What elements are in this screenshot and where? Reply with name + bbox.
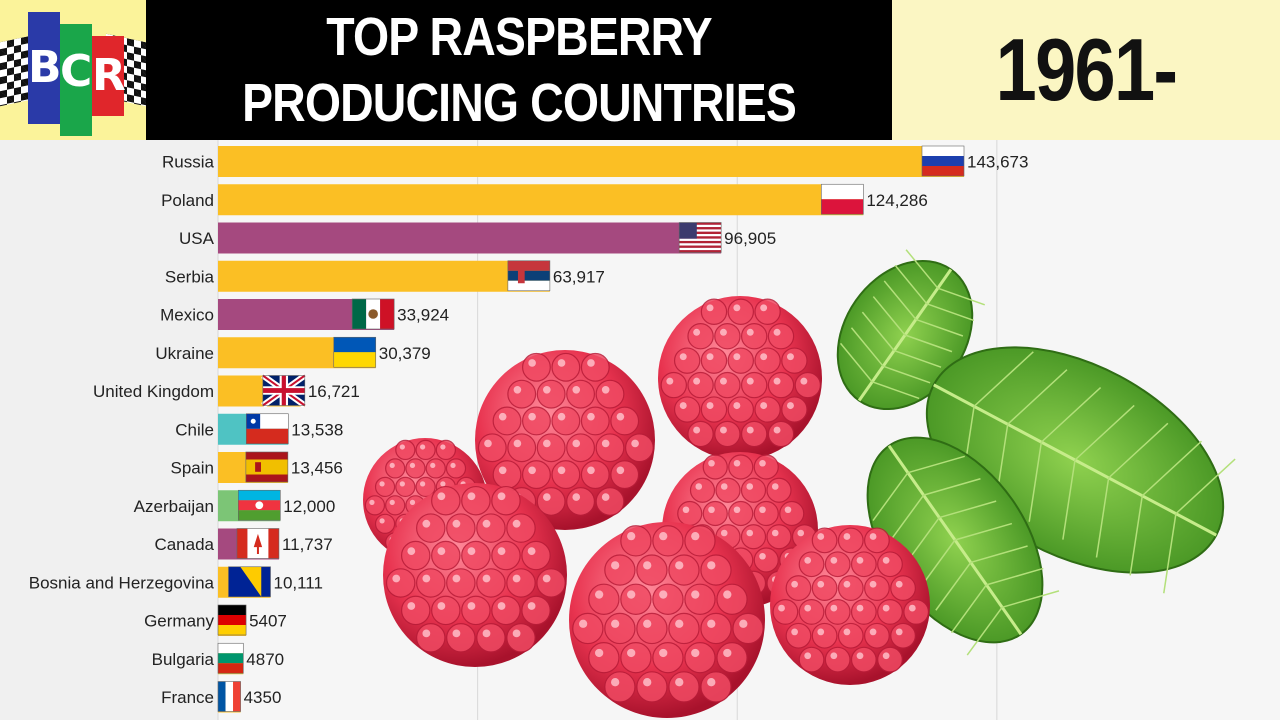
spain-flag-icon [245,451,289,483]
bar-1 [218,184,864,216]
bar-row-2: USA 96,905 [179,222,776,254]
bar-row-3: Serbia 63,917 [165,260,605,292]
category-label-12: Germany [144,612,214,631]
azerbaijan-flag-icon [238,489,281,521]
bar-2 [218,222,722,254]
russia-flag-icon [921,145,965,177]
france-flag-icon [217,681,241,712]
bulgaria-flag-icon [217,642,244,674]
category-label-9: Azerbaijan [134,497,214,516]
logo-letter-b: B [28,12,62,124]
bar-row-6: United Kingdom 16,721 [93,373,360,408]
uk-flag-icon [261,373,307,408]
value-label-11: 10,111 [273,573,322,592]
ukraine-flag-icon [333,336,377,368]
category-label-3: Serbia [165,267,215,286]
category-label-7: Chile [175,420,214,439]
value-label-14: 4350 [244,688,282,707]
bar-chart: Russia 143,673 Poland 124,286 USA 96,905 Serbi… [29,140,1280,720]
bcr-logo: B C R [0,0,146,140]
category-label-8: Spain [171,459,214,478]
value-label-13: 4870 [246,650,284,669]
bar-row-5: Ukraine 30,379 [155,336,431,369]
bar-row-12: Germany 5407 [144,604,287,636]
bar-row-0: Russia 143,673 [162,145,1028,177]
bosnia-flag-icon [228,566,271,598]
bar-row-11: Bosnia and Herzegovina 10,111 [29,566,323,598]
logo-letter-c: C [60,24,92,136]
bar-row-7: Chile 13,538 [175,413,343,445]
value-label-8: 13,456 [291,459,343,478]
value-label-7: 13,538 [291,420,343,439]
value-label-2: 96,905 [724,229,776,248]
title-banner: TOP RASPBERRY PRODUCING COUNTRIES [146,0,892,140]
bar-row-1: Poland 124,286 [161,183,928,216]
poland-flag-icon [821,183,864,215]
bar-row-14: France 4350 [161,681,282,713]
bar-row-13: Bulgaria 4870 [152,642,284,675]
serbia-flag-icon [507,260,551,292]
bar-row-4: Mexico 33,924 [160,298,449,330]
category-label-0: Russia [162,153,215,172]
value-label-6: 16,721 [308,382,360,401]
title-line-1: TOP RASPBERRY [326,7,712,67]
value-label-0: 143,673 [967,153,1028,172]
bar-row-9: Azerbaijan 12,000 [134,489,335,522]
value-label-1: 124,286 [866,191,927,210]
value-label-10: 11,737 [282,535,333,554]
value-label-4: 33,924 [397,306,449,325]
category-label-6: United Kingdom [93,382,214,401]
germany-flag-icon [217,604,247,636]
year-range-banner: 1961-2017 [892,0,1280,259]
category-label-11: Bosnia and Herzegovina [29,573,215,592]
value-label-5: 30,379 [379,344,431,363]
usa-flag-icon [678,222,722,253]
logo-letter-r: R [92,36,126,116]
title-line-2: PRODUCING COUNTRIES [242,73,797,133]
category-label-13: Bulgaria [152,650,215,669]
category-label-5: Ukraine [155,344,214,363]
value-label-3: 63,917 [553,267,605,286]
bar-0 [218,146,964,177]
category-label-1: Poland [161,191,214,210]
category-label-4: Mexico [160,306,214,325]
category-label-14: France [161,688,214,707]
value-label-12: 5407 [249,612,287,631]
bar-3 [218,260,550,292]
category-label-2: USA [179,229,215,248]
value-label-9: 12,000 [283,497,335,516]
bar-row-10: Canada 11,737 [154,528,333,560]
canada-flag-icon [236,528,280,559]
mexico-flag-icon [351,298,395,330]
chile-flag-icon [245,413,289,445]
bar-row-8: Spain 13,456 [171,451,343,483]
category-label-10: Canada [154,535,214,554]
